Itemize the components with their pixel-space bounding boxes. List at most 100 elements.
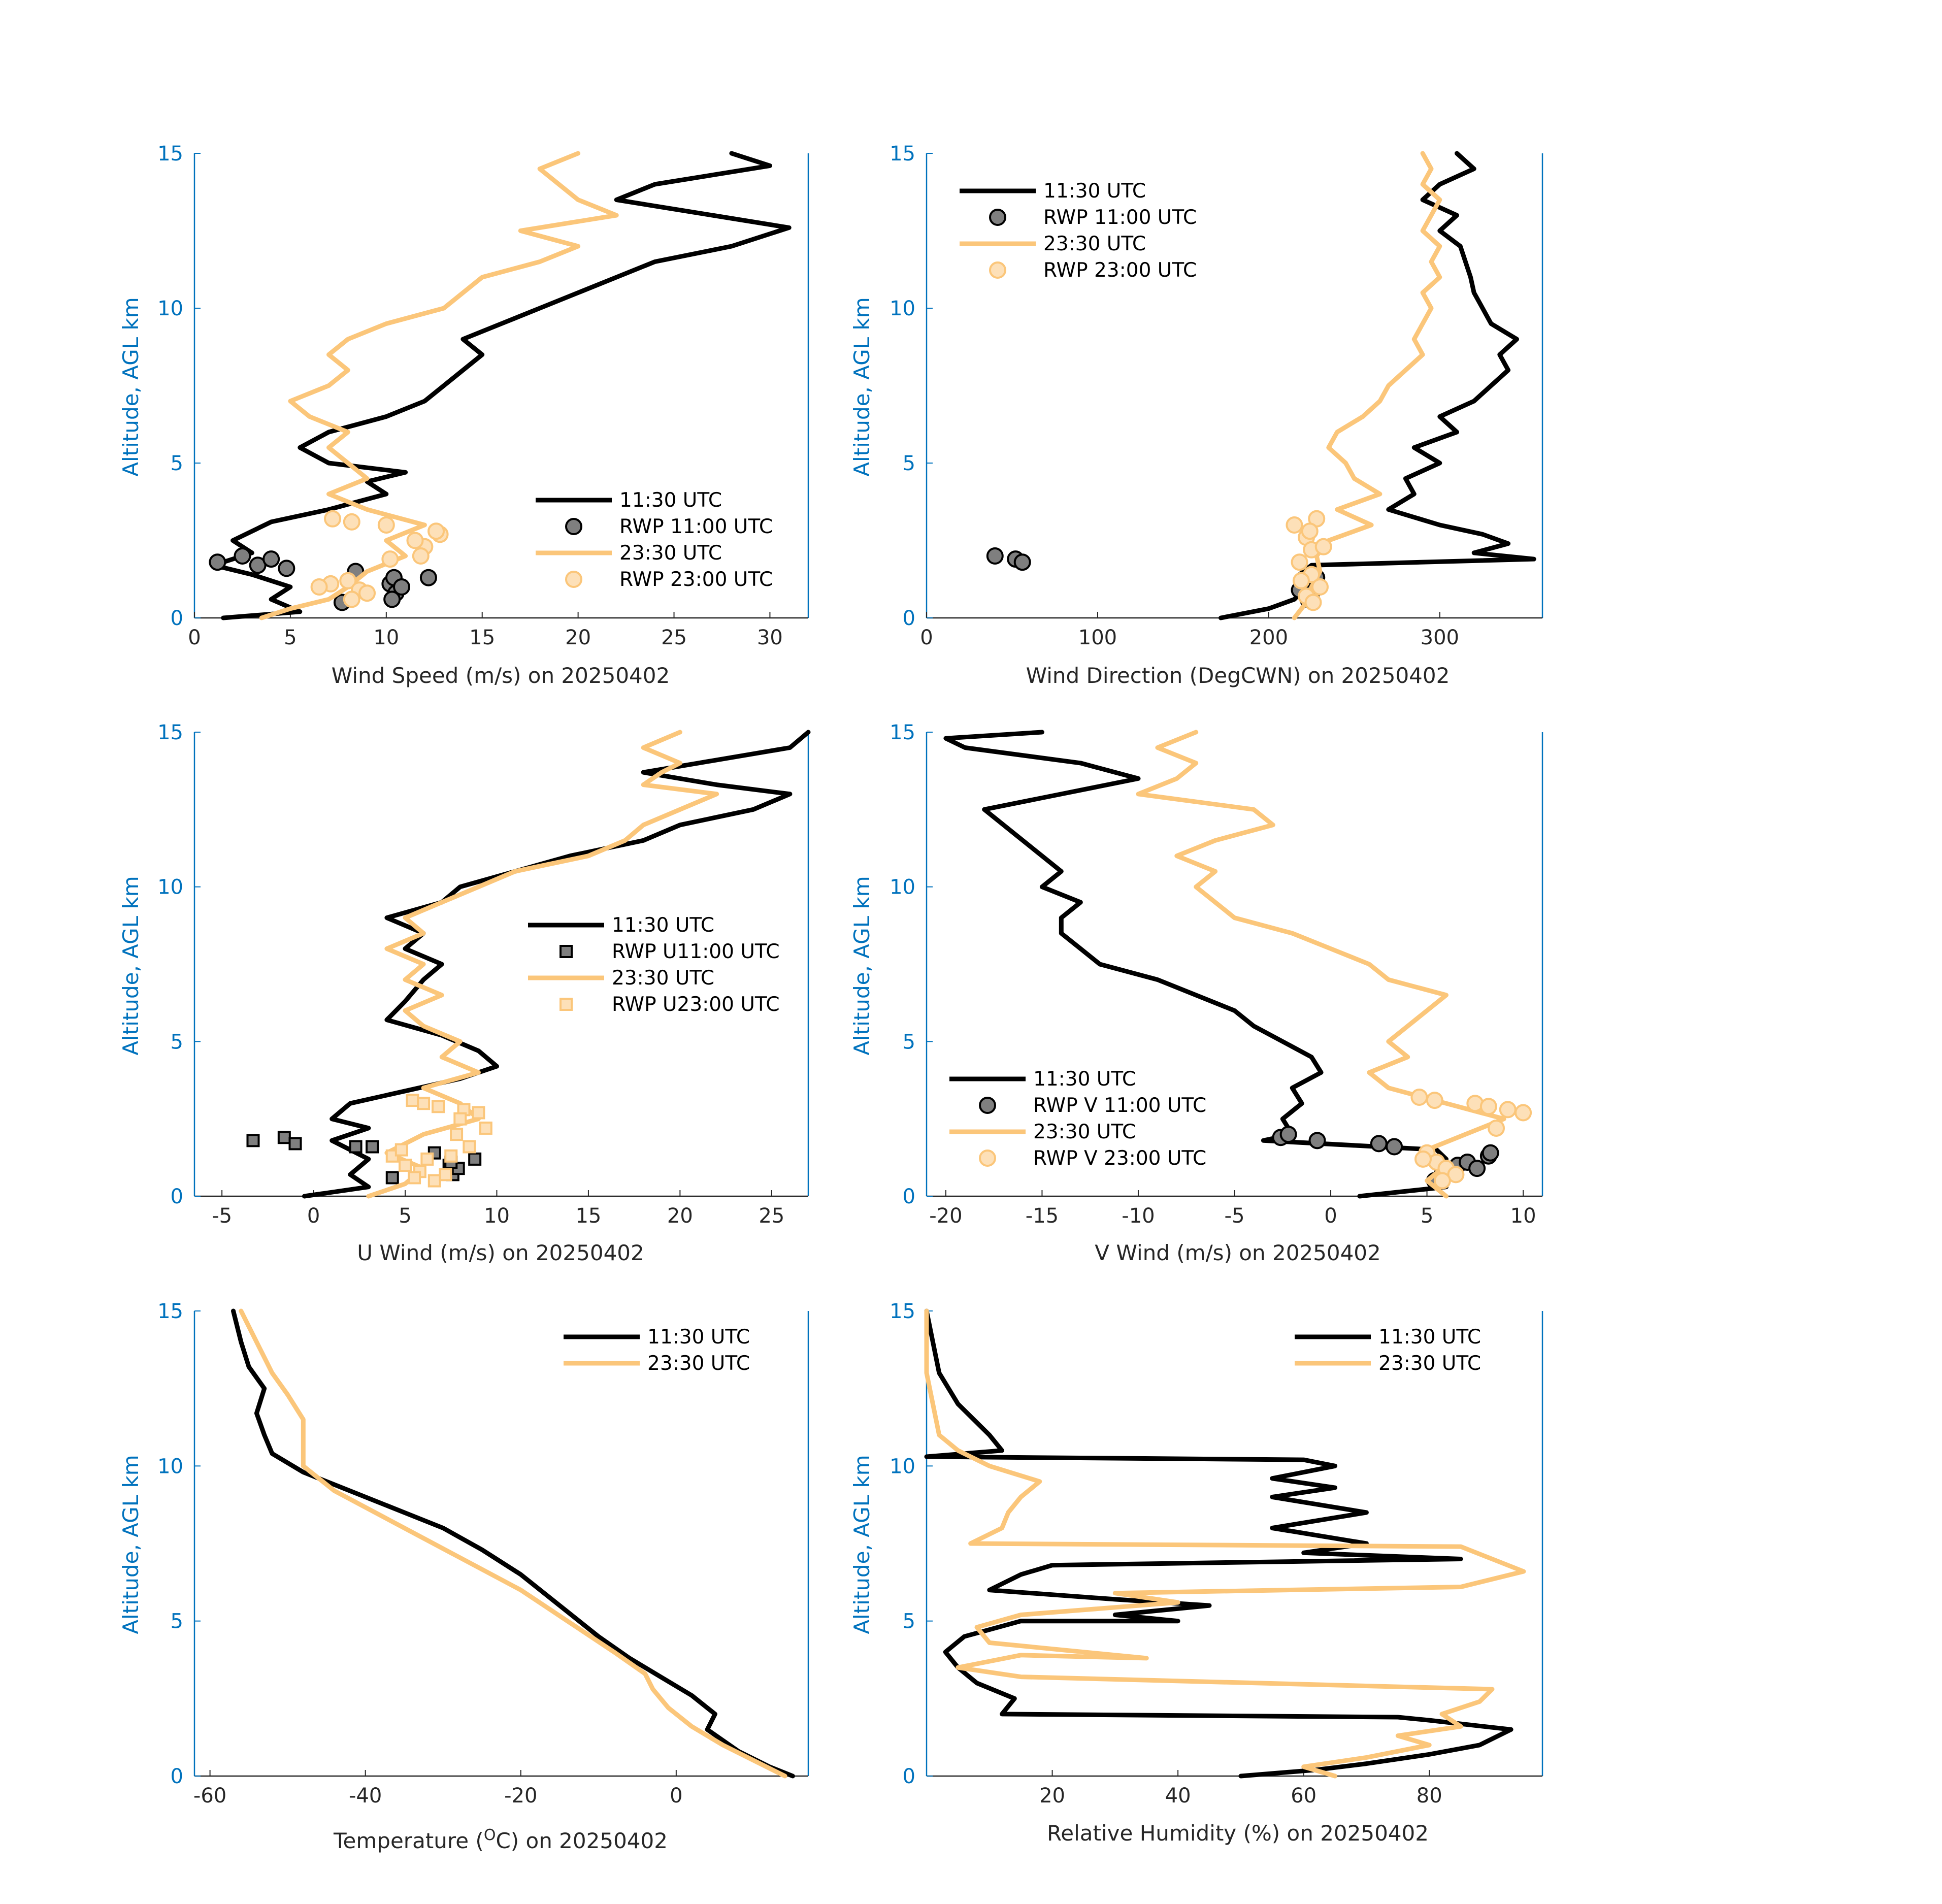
ws-point — [262, 550, 280, 568]
wd-y-tick-label: 5 — [903, 452, 915, 475]
wd-y-tick-label: 15 — [890, 142, 915, 166]
u-point — [288, 1137, 302, 1151]
wd-point — [1314, 538, 1332, 555]
u-point — [349, 1140, 363, 1154]
ws-y-tick-label: 5 — [171, 452, 183, 475]
wd-legend-label: 23:30 UTC — [1043, 233, 1146, 255]
v-point — [1386, 1138, 1403, 1156]
v-x-tick-label: -20 — [929, 1204, 962, 1228]
ws-point — [381, 550, 399, 568]
temp-y-tick-label: 15 — [157, 1300, 183, 1323]
temp-series-line-0 — [231, 1308, 795, 1779]
u-y-tick-label: 15 — [157, 721, 183, 744]
rh-legend-label: 11:30 UTC — [1378, 1326, 1481, 1349]
ws-x-tick-label: 25 — [661, 626, 687, 649]
v-y-tick-label: 5 — [903, 1030, 915, 1054]
wd-x-tick-label: 100 — [1078, 626, 1117, 649]
rh-x-tick-label: 80 — [1417, 1784, 1442, 1808]
wd-legend-label: RWP 11:00 UTC — [1043, 206, 1197, 229]
relative-humidity-xlabel: Relative Humidity (%) on 20250402 — [1047, 1821, 1429, 1846]
ws-point — [339, 572, 357, 589]
u-x-tick-label: 25 — [759, 1204, 784, 1228]
u-legend-label: 11:30 UTC — [612, 914, 714, 937]
wd-series-line-0 — [1219, 151, 1536, 620]
wind-speed-ylabel: Altitude, AGL km — [118, 297, 143, 476]
u-x-tick-label: 15 — [575, 1204, 601, 1228]
v-point — [1468, 1160, 1486, 1177]
u-legend-label: RWP U11:00 UTC — [612, 940, 780, 963]
u-series-line-2 — [366, 730, 719, 1199]
v-x-tick-label: 5 — [1421, 1204, 1433, 1228]
rh-x-tick-label: 60 — [1291, 1784, 1316, 1808]
wd-legend-swatch — [989, 261, 1006, 279]
u-point — [277, 1131, 291, 1144]
ws-legend-swatch — [565, 518, 582, 535]
wind-direction-xlabel: Wind Direction (DegCWN) on 20250402 — [1026, 663, 1450, 688]
u-point — [463, 1140, 476, 1154]
u-point — [406, 1094, 419, 1107]
ws-x-tick-label: 10 — [373, 626, 399, 649]
wind-direction-panel: Wind Direction (DegCWN) on 20250402 Alti… — [849, 142, 1543, 688]
wd-point — [1286, 516, 1303, 534]
v-y-tick-label: 10 — [890, 876, 915, 899]
u-x-tick-label: 0 — [307, 1204, 320, 1228]
ws-point — [358, 584, 376, 602]
v-legend-label: RWP V 23:00 UTC — [1033, 1147, 1206, 1170]
v-wind-xlabel: V Wind (m/s) on 20250402 — [1095, 1240, 1381, 1265]
v-point — [1414, 1150, 1432, 1168]
ws-point — [278, 560, 295, 577]
ws-point — [412, 547, 430, 565]
rh-y-tick-label: 15 — [890, 1300, 915, 1323]
v-x-tick-label: -10 — [1122, 1204, 1155, 1228]
u-point — [427, 1174, 441, 1188]
temp-y-tick-label: 5 — [171, 1610, 183, 1633]
v-point — [1479, 1098, 1497, 1115]
ws-x-tick-label: 0 — [188, 626, 201, 649]
wd-point — [1304, 594, 1322, 611]
rh-y-tick-label: 0 — [903, 1765, 915, 1788]
ws-point — [343, 590, 360, 608]
ws-legend-label: RWP 11:00 UTC — [619, 515, 773, 538]
v-point — [1308, 1132, 1326, 1150]
u-wind-xlabel: U Wind (m/s) on 20250402 — [357, 1240, 644, 1265]
v-point — [1433, 1172, 1451, 1190]
temperature-panel: Temperature (OC) on 20250402 Altitude, A… — [118, 1300, 809, 1853]
wd-legend-swatch — [989, 209, 1006, 226]
ws-point — [343, 513, 360, 531]
ws-point — [427, 522, 445, 540]
temperature-xlabel-post: C) on 20250402 — [496, 1828, 668, 1853]
u-point — [479, 1121, 492, 1135]
temperature-xlabel-degree: O — [484, 1826, 496, 1844]
wd-legend-label: 11:30 UTC — [1043, 180, 1146, 203]
ws-y-tick-label: 0 — [171, 607, 183, 630]
v-legend-swatch — [979, 1150, 996, 1167]
wd-point — [1013, 553, 1031, 571]
ws-point — [324, 510, 342, 528]
u-point — [246, 1134, 260, 1147]
ws-point — [209, 553, 226, 571]
v-point — [1482, 1144, 1499, 1162]
u-point — [472, 1106, 485, 1120]
temp-legend-label: 23:30 UTC — [647, 1352, 750, 1375]
v-wind-panel: V Wind (m/s) on 20250402 Altitude, AGL k… — [849, 721, 1543, 1265]
ws-point — [234, 547, 251, 565]
ws-legend-label: 23:30 UTC — [619, 542, 722, 565]
u-y-tick-label: 5 — [171, 1030, 183, 1054]
rh-y-tick-label: 10 — [890, 1455, 915, 1478]
temp-y-tick-label: 0 — [171, 1765, 183, 1788]
ws-series-line-0 — [211, 151, 792, 620]
u-legend-label: RWP U23:00 UTC — [612, 993, 780, 1016]
u-x-tick-label: 20 — [667, 1204, 693, 1228]
v-point — [1370, 1135, 1388, 1153]
v-wind-ylabel: Altitude, AGL km — [849, 876, 874, 1055]
u-point — [431, 1100, 445, 1113]
wind-speed-xlabel: Wind Speed (m/s) on 20250402 — [332, 663, 670, 688]
wd-legend-label: RWP 23:00 UTC — [1043, 259, 1197, 282]
u-point — [399, 1159, 412, 1172]
v-point — [1279, 1126, 1297, 1143]
temperature-xlabel-pre: Temperature ( — [333, 1828, 484, 1853]
ws-legend-label: 11:30 UTC — [619, 489, 722, 512]
u-wind-panel: U Wind (m/s) on 20250402 Altitude, AGL k… — [118, 721, 811, 1265]
u-point — [439, 1168, 452, 1181]
v-point — [1410, 1089, 1428, 1106]
